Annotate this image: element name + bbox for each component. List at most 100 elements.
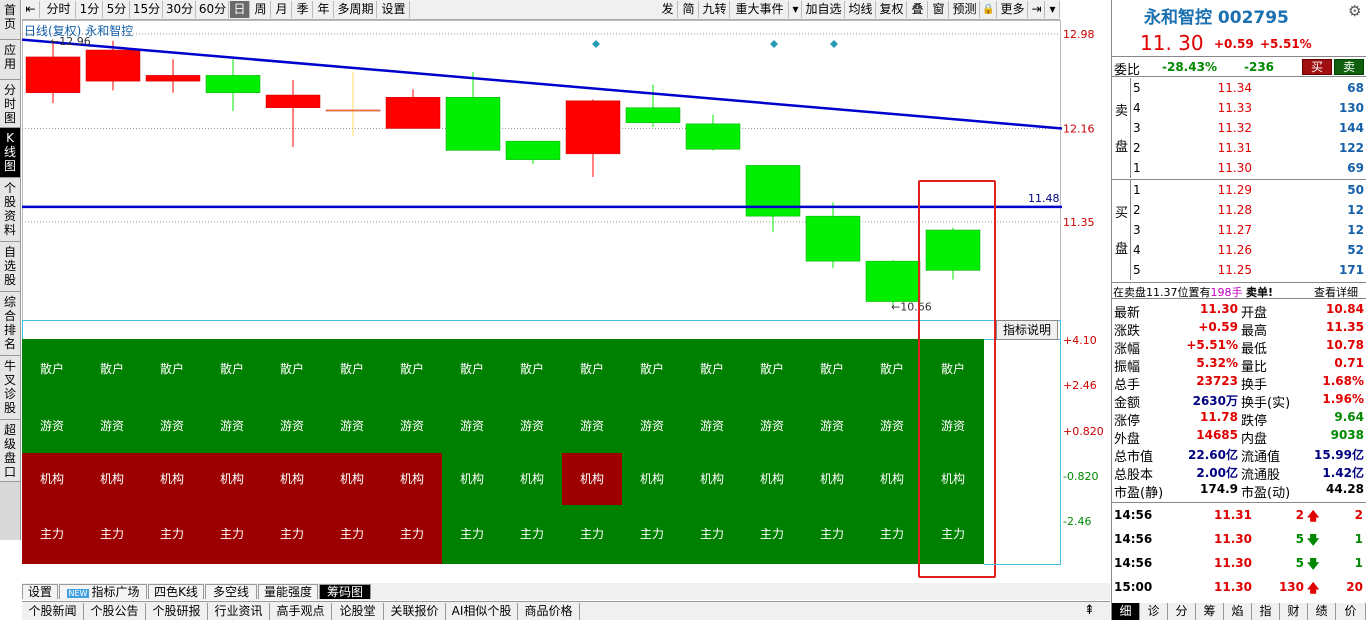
period-9[interactable]: 季 [293, 1, 313, 18]
quote-tab-6[interactable]: 财 [1280, 603, 1308, 620]
period-12[interactable]: 设置 [378, 1, 410, 18]
event-diamond-icon[interactable] [592, 40, 600, 48]
tool-6[interactable]: 复权 [877, 1, 907, 18]
period-2[interactable]: 5分 [104, 1, 130, 18]
book-level: 4 [1133, 243, 1141, 257]
chip-cell: 游资 [562, 399, 622, 453]
chip-cell-label: 机构 [879, 472, 904, 486]
book-row[interactable]: 3 11.27 12 [1112, 220, 1366, 240]
tool-11[interactable]: 更多 [998, 1, 1028, 18]
quote-tab-3[interactable]: 筹 [1196, 603, 1224, 620]
stat-label: 跌停 [1241, 414, 1268, 429]
book-row[interactable]: 2 11.31 122 [1112, 138, 1366, 158]
news-tab-0[interactable]: 个股新闻 [22, 603, 84, 620]
book-row[interactable]: 4 11.33 130 [1112, 98, 1366, 118]
stat-row: 市盈(静) 174.9 市盈(动) 44.28 [1112, 481, 1366, 501]
book-row[interactable]: 2 11.28 12 [1112, 200, 1366, 220]
quote-tab-2[interactable]: 分 [1168, 603, 1196, 620]
book-row[interactable]: 3 11.32 144 [1112, 118, 1366, 138]
dropdown-icon[interactable]: ▾ [790, 1, 802, 18]
book-row[interactable]: 1 11.30 69 [1112, 158, 1366, 178]
nav-item-4[interactable]: 个股资料 [0, 178, 20, 242]
news-tab-1[interactable]: 个股公告 [84, 603, 146, 620]
indicator-tab-0[interactable]: 设置 [22, 584, 58, 599]
period-3[interactable]: 15分 [131, 1, 163, 18]
news-tab-4[interactable]: 高手观点 [270, 603, 332, 620]
chip-cell-label: 散户 [279, 362, 304, 376]
view-detail-link[interactable]: 查看详细 [1314, 286, 1358, 299]
lock-icon[interactable]: 🔒 [981, 1, 997, 18]
nav-item-5[interactable]: 自选股 [0, 242, 20, 292]
stat-label: 最低 [1241, 342, 1268, 357]
quote-tab-4[interactable]: 焰 [1224, 603, 1252, 620]
indicator-help-button[interactable]: 指标说明 [996, 320, 1058, 340]
collapse-left-icon[interactable]: ⇤ [22, 1, 40, 18]
nav-item-7[interactable]: 牛叉诊股 [0, 356, 20, 420]
period-11[interactable]: 多周期 [335, 1, 377, 18]
event-diamond-icon[interactable] [830, 40, 838, 48]
period-1[interactable]: 1分 [77, 1, 103, 18]
candle-body [445, 97, 501, 151]
book-row[interactable]: 1 11.29 50 [1112, 180, 1366, 200]
quote-tab-7[interactable]: 绩 [1308, 603, 1336, 620]
news-tab-2[interactable]: 个股研报 [146, 603, 208, 620]
tick-row: 15:00 11.30 130 🡅 20 [1112, 578, 1366, 598]
chip-cell-label: 机构 [459, 472, 484, 486]
gear-icon[interactable]: ⚙ [1348, 2, 1362, 20]
nav-item-3[interactable]: K线图 [0, 128, 20, 178]
tool-4[interactable]: 加自选 [803, 1, 845, 18]
period-6[interactable]: 日 [230, 1, 250, 18]
indicator-tab-5[interactable]: 筹码图 [319, 584, 371, 599]
stat-label: 涨幅 [1114, 342, 1141, 357]
book-row[interactable]: 4 11.26 52 [1112, 240, 1366, 260]
book-row[interactable]: 5 11.25 171 [1112, 260, 1366, 280]
news-tab-3[interactable]: 行业资讯 [208, 603, 270, 620]
news-tab-6[interactable]: 关联报价 [384, 603, 446, 620]
period-7[interactable]: 周 [251, 1, 271, 18]
news-tab-5[interactable]: 论股堂 [332, 603, 384, 620]
menu-dropdown-icon[interactable]: ▾ [1046, 1, 1060, 18]
tool-1[interactable]: 简 [679, 1, 699, 18]
tool-8[interactable]: 窗 [929, 1, 949, 18]
indicator-tab-3[interactable]: 多空线 [205, 584, 257, 599]
quote-tab-8[interactable]: 价 [1336, 603, 1366, 620]
news-tab-7[interactable]: AI相似个股 [446, 603, 518, 620]
chip-cell: 机构 [862, 453, 922, 505]
tool-0[interactable]: 发 [658, 1, 678, 18]
sell-button[interactable]: 卖 [1334, 59, 1364, 75]
expand-up-icon[interactable]: ⇞ [1084, 603, 1095, 618]
quote-tab-1[interactable]: 诊 [1140, 603, 1168, 620]
quote-tab-5[interactable]: 指 [1252, 603, 1280, 620]
nav-item-0[interactable]: 首页 [0, 0, 20, 40]
period-4[interactable]: 30分 [164, 1, 196, 18]
chip-cell: 游资 [262, 399, 322, 453]
tool-2[interactable]: 九转 [700, 1, 730, 18]
nav-item-1[interactable]: 应用 [0, 40, 20, 80]
quote-tab-0[interactable]: 细 [1112, 603, 1140, 620]
buy-button[interactable]: 买 [1302, 59, 1332, 75]
news-tab-8[interactable]: 商品价格 [518, 603, 580, 620]
event-diamond-icon[interactable] [770, 40, 778, 48]
chip-cell-label: 散户 [339, 362, 364, 376]
tool-9[interactable]: 预测 [950, 1, 980, 18]
period-5[interactable]: 60分 [197, 1, 229, 18]
expand-right-icon[interactable]: ⇥ [1029, 1, 1045, 18]
tool-7[interactable]: 叠 [908, 1, 928, 18]
nav-item-6[interactable]: 综合排名 [0, 292, 20, 356]
weibi-diff: -236 [1244, 60, 1275, 74]
book-row[interactable]: 5 11.34 68 [1112, 78, 1366, 98]
stat-label: 总股本 [1114, 468, 1154, 483]
indicator-tab-2[interactable]: 四色K线 [148, 584, 204, 599]
last-price: 11. 30 [1140, 31, 1204, 55]
indicator-tab-4[interactable]: 量能强度 [258, 584, 318, 599]
nav-item-2[interactable]: 分时图 [0, 80, 20, 128]
tool-3[interactable]: 重大事件 [731, 1, 789, 18]
period-10[interactable]: 年 [314, 1, 334, 18]
indicator-tab-1[interactable]: NEW 指标广场 [59, 584, 147, 599]
period-0[interactable]: 分时 [42, 1, 76, 18]
period-8[interactable]: 月 [272, 1, 292, 18]
nav-item-8[interactable]: 超级盘口 [0, 420, 20, 482]
tool-5[interactable]: 均线 [846, 1, 876, 18]
chip-cell: 散户 [442, 339, 502, 399]
